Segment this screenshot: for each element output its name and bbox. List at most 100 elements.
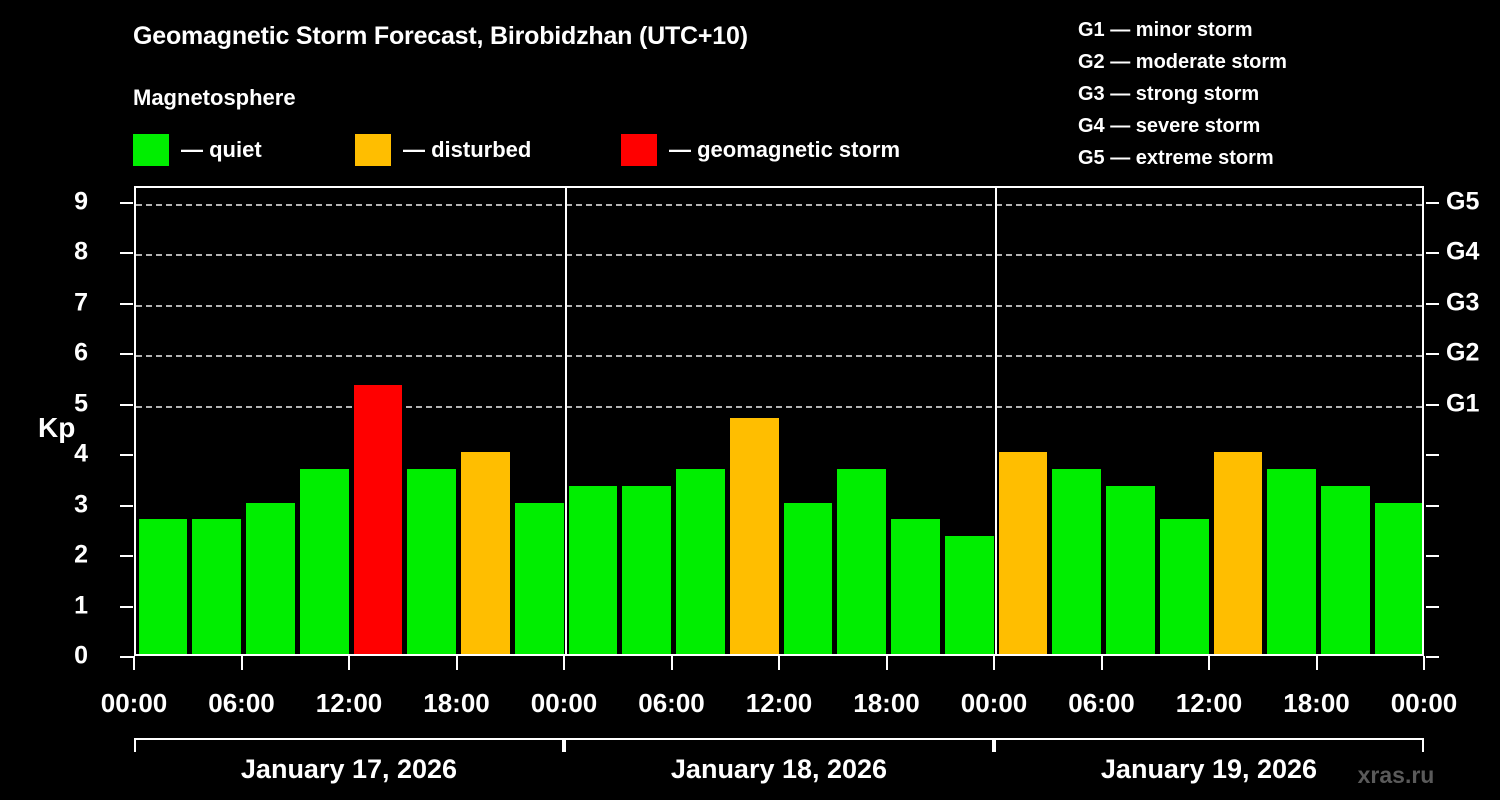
x-tick-mark-3 (455, 656, 458, 670)
g-legend-row-5: G5 — extreme storm (1078, 147, 1274, 169)
x-tick-mark-0 (133, 656, 135, 670)
kp-bar (729, 418, 779, 654)
x-tick-mark-11 (1315, 656, 1318, 670)
kp-bar (568, 486, 618, 654)
day-bracket-2 (564, 738, 994, 752)
kp-bar (1267, 468, 1316, 654)
kp-bar (1159, 519, 1209, 654)
y-tick-mark-1 (120, 605, 133, 608)
kp-bar (461, 452, 510, 654)
kp-bar (998, 452, 1048, 654)
kp-bar (1321, 486, 1370, 654)
legend-swatch-geomagnetic-storm (621, 134, 657, 166)
kp-bar (299, 468, 349, 654)
legend-label-quiet: — quiet (181, 137, 262, 162)
x-tick-mark-6 (778, 656, 780, 670)
g-tick-mark-G5 (1426, 202, 1439, 204)
y-tick-label-1: 1 (74, 591, 88, 620)
kp-bar (891, 519, 940, 654)
day-label-3: January 19, 2026 (1100, 754, 1318, 784)
g-legend-row-4: G4 — severe storm (1078, 115, 1261, 137)
kp-bar (944, 536, 994, 654)
kp-bar (407, 468, 456, 654)
x-tick-mark-10 (1208, 656, 1210, 670)
g-tick-mark-G3 (1426, 302, 1439, 305)
y-tick-mark-9 (120, 202, 133, 204)
y-tick-mark-7 (120, 302, 133, 305)
kp-bar (192, 519, 241, 654)
x-tick-label-0: 00:00 (100, 688, 168, 718)
y-tick-mark-8 (120, 252, 133, 255)
legend-entry-quiet: — quiet (133, 133, 262, 167)
legend-swatch-disturbed (355, 134, 391, 166)
y-tick-label-7: 7 (74, 288, 88, 317)
gridline-kp-9 (136, 204, 1422, 206)
kp-bar (138, 519, 188, 654)
x-tick-label-1: 06:00 (208, 688, 275, 718)
day-label-1: January 17, 2026 (240, 754, 458, 784)
day-divider-1 (565, 188, 567, 654)
x-tick-label-8: 00:00 (960, 688, 1028, 718)
x-tick-mark-4 (563, 656, 565, 670)
y-tick-label-5: 5 (74, 389, 88, 418)
kp-bar (837, 468, 886, 654)
g-legend-row-1: G1 — minor storm (1078, 19, 1253, 41)
y-tick-label-2: 2 (74, 540, 88, 569)
x-tick-mark-7 (885, 656, 888, 670)
gridline-kp-7 (136, 304, 1422, 307)
day-bracket-3 (994, 738, 1424, 752)
y-tick-mark-4 (120, 454, 133, 457)
legend-entry-geomagnetic-storm: — geomagnetic storm (621, 133, 900, 167)
legend-label-disturbed: — disturbed (403, 137, 532, 162)
legend-swatch-quiet (133, 134, 169, 166)
x-tick-label-4: 00:00 (530, 688, 598, 718)
day-label-2: January 18, 2026 (670, 754, 888, 784)
y-tick-mark-2 (120, 555, 133, 558)
y-tick-mark-3 (120, 504, 133, 507)
x-tick-label-11: 18:00 (1283, 688, 1350, 718)
legend-label-geomagnetic-storm: — geomagnetic storm (669, 137, 901, 162)
y-tick-label-3: 3 (74, 490, 88, 519)
x-tick-mark-5 (670, 656, 673, 670)
y-tick-label-6: 6 (74, 338, 88, 367)
right-axis-minor-tick-2 (1426, 555, 1439, 558)
x-tick-label-2: 12:00 (315, 688, 383, 718)
kp-bar (676, 468, 725, 654)
g-tick-mark-G2 (1426, 353, 1439, 356)
watermark: xras.ru (1357, 762, 1435, 788)
x-tick-label-12: 00:00 (1390, 688, 1458, 718)
y-tick-mark-0 (120, 656, 133, 658)
kp-bar (1052, 468, 1101, 654)
kp-bar (514, 502, 564, 654)
x-tick-label-3: 18:00 (423, 688, 490, 718)
magnetosphere-subtitle: Magnetosphere (133, 85, 296, 110)
x-tick-mark-9 (1100, 656, 1103, 670)
day-bracket-1 (134, 738, 564, 752)
y-tick-mark-5 (120, 403, 133, 406)
right-axis-minor-tick-1 (1426, 605, 1439, 608)
g-tick-label-G3: G3 (1446, 288, 1480, 317)
gridline-kp-8 (136, 254, 1422, 257)
kp-bar (246, 502, 295, 654)
plot-area (134, 186, 1424, 656)
x-tick-label-9: 06:00 (1068, 688, 1135, 718)
y-tick-label-8: 8 (74, 237, 88, 266)
g-legend-row-2: G2 — moderate storm (1078, 51, 1287, 73)
g-tick-label-G5: G5 (1446, 187, 1480, 216)
x-tick-mark-8 (993, 656, 995, 670)
kp-bar (1213, 452, 1263, 654)
kp-bar (1374, 502, 1422, 654)
g-tick-label-G2: G2 (1446, 338, 1480, 367)
kp-bar (783, 502, 833, 654)
x-tick-mark-2 (348, 656, 350, 670)
gridline-kp-6 (136, 355, 1422, 358)
x-tick-label-10: 12:00 (1175, 688, 1243, 718)
g-tick-mark-G4 (1426, 252, 1439, 255)
y-tick-label-0: 0 (74, 641, 88, 670)
day-divider-2 (995, 188, 997, 654)
right-axis-minor-tick-4 (1426, 454, 1439, 457)
y-axis-title: Kp (38, 412, 76, 443)
g-tick-label-G1: G1 (1446, 389, 1480, 418)
gridline-kp-5 (136, 405, 1422, 408)
